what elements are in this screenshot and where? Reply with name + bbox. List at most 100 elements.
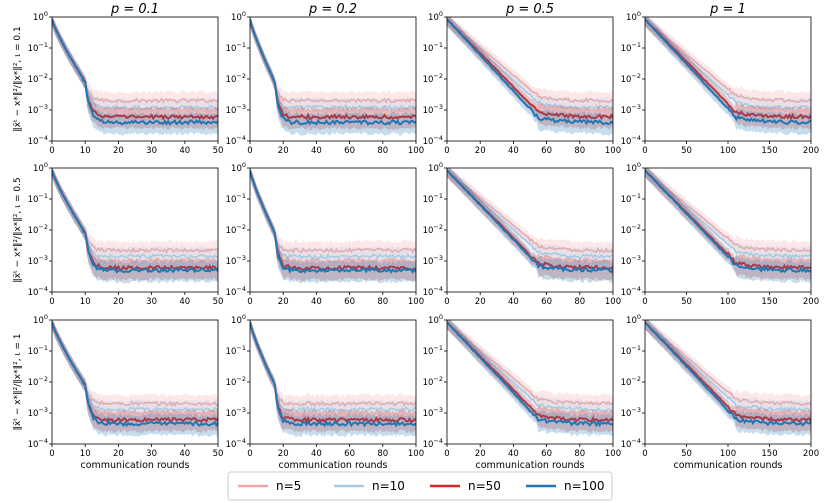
xtick-label-r1-c1-1: 10 — [80, 146, 91, 156]
line-n=100-r2-c2 — [250, 170, 416, 275]
ytick-label-r1-c3-1: 10−1 — [423, 41, 443, 54]
band-n=5-r1-c1 — [52, 17, 218, 114]
ytick-label-r3-c2-2: 10−2 — [226, 375, 246, 388]
column-title-2: p = 0.2 — [308, 2, 357, 17]
ytick-label-r3-c3-3: 10−3 — [423, 406, 443, 419]
band-n=5-r2-c1 — [52, 168, 218, 264]
xtick-label-r2-c1-1: 10 — [80, 297, 91, 307]
ytick-label-r1-c1-4: 10−4 — [28, 134, 48, 147]
line-n=100-r2-c4 — [645, 169, 811, 274]
xtick-label-r3-c2-5: 100 — [408, 449, 424, 459]
line-n=10-r3-c3 — [447, 321, 613, 413]
xtick-label-r3-c3-2: 40 — [508, 449, 519, 459]
ytick-label-r2-c1-0: 100 — [33, 161, 48, 174]
ytick-label-r2-c4-4: 10−4 — [621, 285, 641, 298]
xtick-label-r1-c2-2: 40 — [311, 146, 322, 156]
ytick-label-r1-c4-2: 10−2 — [621, 72, 641, 85]
line-n=100-r1-c2 — [250, 19, 416, 126]
ytick-label-r2-c4-3: 10−3 — [621, 254, 641, 267]
line-n=100-r3-c1 — [52, 321, 218, 428]
line-n=50-r1-c4 — [645, 18, 811, 121]
line-n=5-r1-c2 — [250, 19, 416, 104]
line-n=100-r2-c1 — [52, 169, 218, 274]
line-n=5-r2-c3 — [447, 169, 613, 254]
xtick-label-r1-c4-0: 0 — [642, 146, 647, 156]
line-n=10-r1-c4 — [645, 18, 811, 110]
ytick-label-r3-c1-3: 10−3 — [28, 406, 48, 419]
xtick-label-r1-c4-3: 150 — [761, 146, 777, 156]
band-n=100-r1-c4 — [645, 17, 811, 136]
band-n=100-r2-c4 — [645, 168, 811, 284]
legend-label-n=50: n=50 — [468, 479, 501, 493]
ytick-label-r3-c2-3: 10−3 — [226, 406, 246, 419]
xtick-label-r1-c1-4: 40 — [179, 146, 190, 156]
ytick-label-r1-c2-1: 10−1 — [226, 41, 246, 54]
band-n=100-r1-c1 — [52, 17, 218, 136]
ytick-label-r2-c2-2: 10−2 — [226, 223, 246, 236]
xtick-label-r2-c3-0: 0 — [444, 297, 449, 307]
ytick-label-r3-c3-1: 10−1 — [423, 344, 443, 357]
panel-r1-c2: 100 10−1 10−2 10−3 10−40 20 40 60 80 100 p = 0.2 — [226, 2, 425, 156]
column-title-3: p = 0.5 — [505, 2, 554, 17]
band-n=50-r1-c2 — [250, 17, 416, 131]
xtick-label-r3-c1-2: 20 — [113, 449, 124, 459]
xtick-label-r2-c3-2: 40 — [508, 297, 519, 307]
ytick-label-r1-c4-0: 100 — [626, 10, 641, 23]
xtick-label-r3-c3-1: 20 — [475, 449, 486, 459]
xtick-label-r3-c3-4: 80 — [574, 449, 585, 459]
ytick-label-r1-c1-3: 10−3 — [28, 103, 48, 116]
xtick-label-r3-c3-3: 60 — [541, 449, 552, 459]
ytick-label-r2-c3-2: 10−2 — [423, 223, 443, 236]
xtick-label-r1-c2-0: 0 — [247, 146, 252, 156]
line-n=5-r1-c3 — [447, 18, 613, 104]
legend-box — [227, 471, 613, 501]
row-label-2: ‖x̄ᵗ − x*‖²/‖x*‖², ι = 0.5 — [13, 177, 23, 283]
ytick-label-r2-c2-1: 10−1 — [226, 192, 246, 205]
xlabel-c4: communication rounds — [673, 460, 782, 471]
line-n=100-r2-c3 — [447, 169, 613, 274]
line-n=5-r2-c4 — [645, 169, 811, 253]
ytick-label-r2-c2-3: 10−3 — [226, 254, 246, 267]
ytick-label-r3-c1-0: 100 — [33, 313, 48, 326]
ytick-label-r2-c2-4: 10−4 — [226, 285, 246, 298]
ytick-label-r2-c2-0: 100 — [231, 161, 246, 174]
xtick-label-r2-c3-3: 60 — [541, 297, 552, 307]
line-n=10-r2-c3 — [447, 169, 613, 260]
band-n=5-r2-c2 — [250, 168, 416, 264]
ytick-label-r2-c3-4: 10−4 — [423, 285, 443, 298]
ytick-label-r3-c1-1: 10−1 — [28, 344, 48, 357]
xtick-label-r3-c2-4: 80 — [377, 449, 388, 459]
ytick-label-r1-c3-0: 100 — [428, 10, 443, 23]
band-n=10-r2-c1 — [52, 168, 218, 270]
band-n=10-r3-c4 — [645, 320, 811, 423]
ytick-label-r1-c3-3: 10−3 — [423, 103, 443, 116]
band-n=100-r3-c2 — [250, 320, 416, 438]
band-n=5-r1-c2 — [250, 17, 416, 114]
line-n=10-r2-c2 — [250, 170, 416, 260]
panel-r3-c3: 100 10−1 10−2 10−3 10−40 20 40 60 80 100 communica… — [423, 313, 622, 471]
ytick-label-r3-c2-4: 10−4 — [226, 437, 246, 450]
xlabel-c3: communication rounds — [475, 460, 584, 471]
xtick-label-r2-c2-5: 100 — [408, 297, 424, 307]
line-n=10-r1-c3 — [447, 18, 613, 111]
xlabel-c2: communication rounds — [278, 460, 387, 471]
xtick-label-r3-c1-0: 0 — [49, 449, 54, 459]
xtick-label-r3-c1-1: 10 — [80, 449, 91, 459]
xtick-label-r2-c3-5: 100 — [605, 297, 621, 307]
row-label-1: ‖x̄ᵗ − x*‖²/‖x*‖², ι = 0.1 — [13, 26, 23, 132]
ytick-label-r2-c4-0: 100 — [626, 161, 641, 174]
xtick-label-r1-c4-2: 100 — [720, 146, 736, 156]
ytick-label-r3-c3-2: 10−2 — [423, 375, 443, 388]
ytick-label-r1-c1-2: 10−2 — [28, 72, 48, 85]
row-label-3: ‖x̄ᵗ − x*‖²/‖x*‖², ι = 1 — [13, 334, 23, 431]
ytick-label-r3-c3-0: 100 — [428, 313, 443, 326]
line-n=5-r3-c1 — [52, 322, 218, 408]
band-n=50-r1-c1 — [52, 17, 218, 131]
xtick-label-r3-c4-0: 0 — [642, 449, 647, 459]
line-n=100-r3-c3 — [447, 321, 613, 428]
xtick-label-r3-c4-1: 50 — [681, 449, 692, 459]
panel-r3-c4: 100 10−1 10−2 10−3 10−40 50 100 150 200 communica… — [621, 313, 820, 471]
ytick-label-r3-c1-2: 10−2 — [28, 375, 48, 388]
ytick-label-r3-c1-4: 10−4 — [28, 437, 48, 450]
